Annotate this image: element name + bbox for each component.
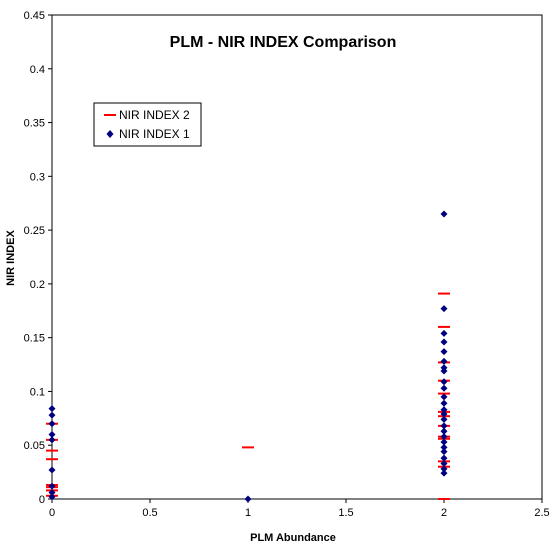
x-tick-label: 1.5 [338, 507, 353, 519]
data-point-nir-index-1 [440, 443, 448, 451]
data-point-nir-index-1 [440, 367, 448, 375]
plot-area [51, 14, 543, 500]
data-point-nir-index-1 [48, 493, 56, 501]
legend-box [93, 102, 202, 147]
data-point-nir-index-1 [440, 384, 448, 392]
data-point-nir-index-1 [440, 329, 448, 337]
series-nir-index-1 [48, 210, 448, 503]
data-point-nir-index-1 [48, 430, 56, 438]
data-point-nir-index-1 [48, 411, 56, 419]
data-point-nir-index-1 [48, 405, 56, 413]
x-tick-label: 1 [245, 507, 251, 519]
legend-label-nir-index-1: NIR INDEX 1 [119, 127, 190, 141]
x-tick-label: 2 [441, 507, 447, 519]
data-point-nir-index-1 [440, 357, 448, 365]
data-point-nir-index-1 [440, 210, 448, 218]
data-point-nir-index-1 [440, 406, 448, 414]
y-axis: 0 0.05 0.1 0.15 0.2 0.25 0.3 0.35 0.4 0.45 [24, 10, 52, 506]
y-tick-label: 0.4 [30, 64, 45, 76]
data-point-nir-index-1 [440, 399, 448, 407]
data-point-nir-index-1 [440, 465, 448, 473]
data-point-nir-index-1 [440, 448, 448, 456]
data-point-nir-index-1 [440, 433, 448, 441]
data-point-nir-index-1 [440, 469, 448, 477]
y-tick-label: 0.1 [30, 386, 45, 398]
data-point-nir-index-1 [440, 338, 448, 346]
chart-title: PLM - NIR INDEX Comparison [170, 34, 397, 51]
data-point-nir-index-1 [440, 393, 448, 401]
x-axis: 0 0.5 1 1.5 2 2.5 [49, 499, 550, 519]
y-tick-label: 0.05 [24, 440, 45, 452]
y-tick-label: 0.2 [30, 279, 45, 291]
y-tick-label: 0.15 [24, 333, 45, 345]
data-point-nir-index-1 [440, 415, 448, 423]
legend-label-nir-index-2: NIR INDEX 2 [119, 108, 190, 122]
data-point-nir-index-1 [440, 410, 448, 418]
y-tick-label: 0.45 [24, 10, 45, 22]
data-point-nir-index-1 [48, 420, 56, 428]
y-tick-label: 0.3 [30, 171, 45, 183]
y-tick-label: 0.25 [24, 225, 45, 237]
data-point-nir-index-1 [440, 422, 448, 430]
x-tick-label: 0.5 [142, 507, 157, 519]
y-tick-label: 0.35 [24, 118, 45, 130]
legend-marker-nir-index-1 [106, 130, 114, 138]
data-point-nir-index-1 [440, 454, 448, 462]
data-point-nir-index-1 [244, 495, 252, 503]
data-point-nir-index-1 [48, 436, 56, 444]
data-point-nir-index-1 [440, 438, 448, 446]
x-axis-title: PLM Abundance [250, 532, 336, 544]
data-point-nir-index-1 [48, 482, 56, 490]
data-point-nir-index-1 [440, 378, 448, 386]
data-point-nir-index-1 [440, 305, 448, 313]
x-tick-label: 2.5 [534, 507, 549, 519]
data-point-nir-index-1 [440, 348, 448, 356]
data-point-nir-index-1 [48, 489, 56, 497]
legend: NIR INDEX 2 NIR INDEX 1 [93, 102, 202, 147]
y-tick-label: 0 [39, 494, 45, 506]
data-point-nir-index-1 [48, 466, 56, 474]
data-point-nir-index-1 [440, 460, 448, 468]
y-axis-title: NIR INDEX [5, 230, 17, 286]
x-tick-label: 0 [49, 507, 55, 519]
data-point-nir-index-1 [440, 427, 448, 435]
